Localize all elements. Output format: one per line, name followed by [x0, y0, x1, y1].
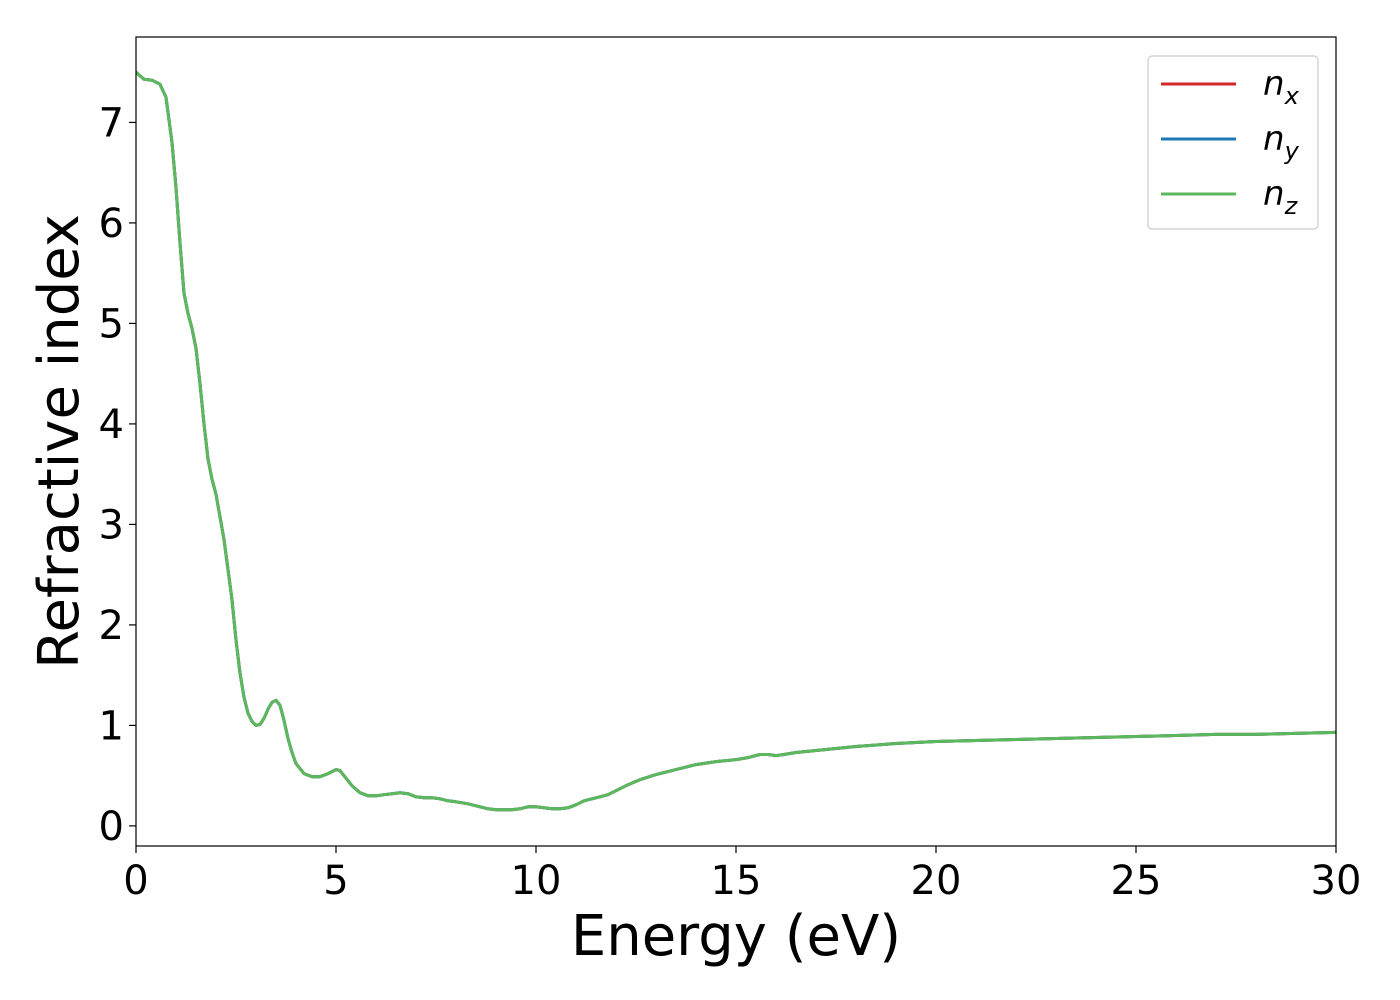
legend-label-subscript: y	[1284, 137, 1300, 165]
legend-label-subscript: z	[1284, 192, 1299, 220]
x-tick-label: 30	[1311, 858, 1362, 904]
x-tick-label: 0	[123, 858, 148, 904]
y-tick-label: 6	[99, 201, 124, 247]
legend-label-y: ny	[1263, 119, 1300, 165]
x-tick-label: 5	[323, 858, 348, 904]
y-tick-label: 2	[99, 603, 124, 649]
ticks-layer: 0 5 10 15 20 25 30 0 1 2 3 4 5 6 7	[99, 100, 1362, 904]
y-tick-label: 1	[99, 703, 124, 749]
x-tick-label: 25	[1111, 858, 1162, 904]
x-axis-label: Energy (eV)	[571, 904, 901, 969]
y-tick-label: 5	[99, 301, 124, 347]
legend-label-base: n	[1263, 174, 1285, 214]
y-tick-label: 3	[99, 502, 124, 548]
x-tick-label: 15	[711, 858, 762, 904]
legend-label-x: nx	[1263, 64, 1300, 110]
series-layer	[136, 70, 1336, 812]
legend-label-subscript: x	[1284, 82, 1300, 110]
series-line-n-z	[136, 70, 1336, 812]
y-tick-label: 0	[99, 804, 124, 850]
legend-label-base: n	[1263, 64, 1285, 104]
legend-label-z: nz	[1263, 174, 1299, 220]
x-tick-label: 10	[511, 858, 562, 904]
y-axis-label: Refractive index	[27, 214, 92, 669]
legend-box	[1147, 55, 1319, 230]
legend-label-base: n	[1263, 119, 1285, 159]
y-tick-label: 7	[99, 100, 124, 146]
y-tick-label: 4	[99, 402, 124, 448]
x-tick-label: 20	[911, 858, 962, 904]
